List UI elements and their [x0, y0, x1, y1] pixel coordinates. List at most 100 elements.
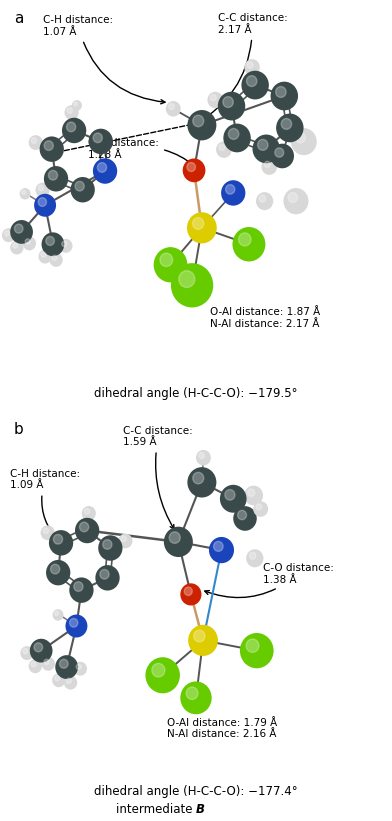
- Circle shape: [276, 86, 286, 98]
- Circle shape: [180, 583, 201, 605]
- Circle shape: [207, 92, 223, 108]
- Circle shape: [169, 532, 180, 544]
- Circle shape: [199, 452, 204, 458]
- Circle shape: [41, 525, 55, 540]
- Circle shape: [97, 163, 107, 172]
- Circle shape: [75, 181, 84, 191]
- Circle shape: [46, 560, 70, 585]
- Circle shape: [93, 133, 102, 143]
- Circle shape: [244, 59, 260, 76]
- Circle shape: [291, 128, 317, 155]
- Circle shape: [193, 115, 204, 126]
- Circle shape: [218, 92, 245, 121]
- Circle shape: [164, 527, 193, 557]
- Circle shape: [169, 103, 174, 109]
- Circle shape: [187, 467, 216, 498]
- Circle shape: [253, 501, 268, 517]
- Circle shape: [65, 614, 87, 637]
- Circle shape: [41, 252, 46, 257]
- Circle shape: [60, 659, 68, 668]
- Circle shape: [249, 553, 256, 559]
- Circle shape: [240, 633, 274, 668]
- Circle shape: [40, 136, 64, 162]
- Circle shape: [49, 253, 63, 267]
- Circle shape: [118, 534, 132, 548]
- Circle shape: [275, 148, 284, 158]
- Circle shape: [54, 611, 59, 616]
- Circle shape: [233, 506, 257, 530]
- Circle shape: [183, 158, 205, 182]
- Circle shape: [100, 570, 109, 579]
- Circle shape: [69, 618, 78, 627]
- Circle shape: [52, 673, 65, 687]
- Circle shape: [221, 180, 245, 205]
- Text: intermediate: intermediate: [116, 804, 196, 816]
- Circle shape: [62, 241, 67, 246]
- Circle shape: [62, 117, 86, 143]
- Circle shape: [76, 664, 81, 669]
- Circle shape: [103, 539, 112, 549]
- Text: C-H distance:
1.07 Å: C-H distance: 1.07 Å: [43, 16, 165, 103]
- Circle shape: [74, 582, 83, 591]
- Text: dihedral angle (H-C-C-O): −177.4°: dihedral angle (H-C-C-O): −177.4°: [94, 785, 298, 798]
- Circle shape: [248, 489, 255, 497]
- Circle shape: [59, 239, 73, 253]
- Circle shape: [288, 192, 298, 203]
- Circle shape: [44, 659, 49, 664]
- Circle shape: [244, 485, 263, 505]
- Circle shape: [48, 171, 58, 180]
- Circle shape: [44, 166, 68, 191]
- Circle shape: [53, 609, 64, 621]
- Circle shape: [223, 124, 251, 153]
- Circle shape: [283, 188, 309, 214]
- Circle shape: [13, 243, 18, 248]
- Circle shape: [211, 94, 216, 101]
- Circle shape: [276, 113, 303, 142]
- Circle shape: [43, 528, 49, 534]
- Circle shape: [187, 212, 217, 243]
- Text: C-C distance:
1.59 Å: C-C distance: 1.59 Å: [123, 426, 193, 530]
- Circle shape: [71, 177, 95, 203]
- Circle shape: [229, 129, 239, 140]
- Circle shape: [10, 241, 24, 255]
- Circle shape: [256, 504, 261, 510]
- Circle shape: [220, 484, 247, 512]
- Circle shape: [171, 263, 213, 307]
- Circle shape: [80, 522, 89, 532]
- Circle shape: [31, 662, 36, 667]
- Circle shape: [22, 190, 26, 195]
- Circle shape: [38, 250, 52, 264]
- Circle shape: [281, 118, 292, 130]
- Circle shape: [54, 676, 60, 681]
- Circle shape: [20, 646, 34, 660]
- Text: C-H distance:
1.09 Å: C-H distance: 1.09 Å: [10, 469, 80, 539]
- Circle shape: [232, 227, 265, 261]
- Circle shape: [65, 105, 79, 120]
- Circle shape: [38, 198, 47, 206]
- Text: C-O distance:
1.38 Å: C-O distance: 1.38 Å: [205, 563, 334, 598]
- Circle shape: [29, 135, 43, 150]
- Circle shape: [66, 678, 71, 683]
- Circle shape: [152, 663, 165, 677]
- Circle shape: [25, 239, 30, 244]
- Circle shape: [225, 489, 235, 500]
- Circle shape: [184, 587, 192, 595]
- Text: a: a: [14, 11, 23, 26]
- Circle shape: [42, 232, 64, 256]
- Circle shape: [241, 71, 269, 99]
- Circle shape: [42, 657, 55, 671]
- Text: B: B: [196, 804, 205, 816]
- Circle shape: [261, 158, 277, 175]
- Circle shape: [34, 643, 43, 652]
- Circle shape: [75, 518, 99, 544]
- Text: C-C distance:
2.17 Å: C-C distance: 2.17 Å: [195, 13, 287, 124]
- Text: b: b: [14, 422, 24, 437]
- Circle shape: [29, 659, 42, 673]
- Circle shape: [95, 565, 120, 590]
- Circle shape: [69, 577, 94, 603]
- Circle shape: [256, 192, 273, 210]
- Circle shape: [15, 224, 23, 233]
- Circle shape: [121, 536, 126, 542]
- Circle shape: [74, 662, 87, 676]
- Circle shape: [246, 639, 259, 653]
